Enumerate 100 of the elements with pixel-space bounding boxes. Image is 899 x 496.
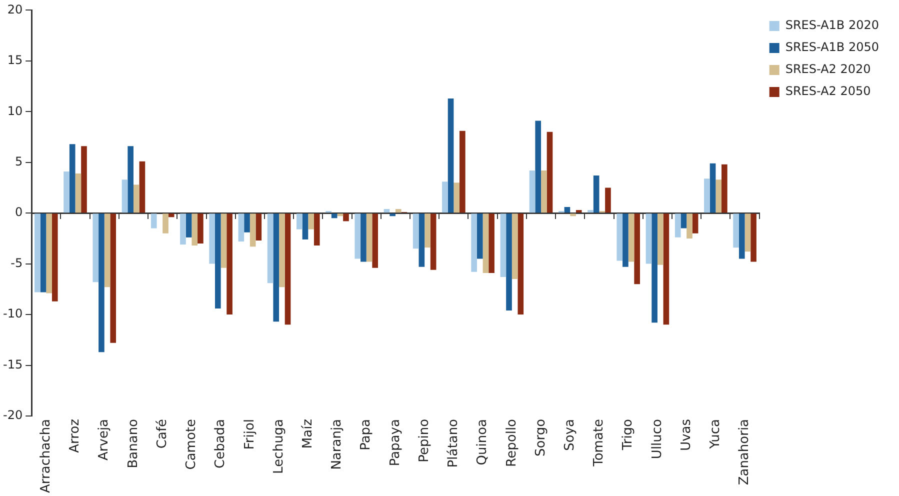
bar — [442, 182, 448, 213]
x-tick-label: Camote — [184, 418, 200, 470]
bar — [267, 214, 274, 284]
x-tick-label: Trigo — [620, 418, 636, 452]
x-tick-label: Yuca — [708, 418, 724, 450]
bar — [460, 130, 466, 213]
bar — [150, 214, 157, 228]
y-tick-label: -20 — [2, 408, 23, 422]
bar — [238, 214, 244, 242]
bar — [634, 214, 640, 284]
x-tick-label: Naranja — [330, 418, 345, 470]
bar — [605, 188, 611, 213]
bar — [471, 214, 477, 272]
bar — [162, 214, 168, 234]
y-tick-label: -5 — [10, 256, 23, 270]
x-tick-label: Lechuga — [271, 418, 286, 474]
bar — [744, 214, 751, 252]
bar — [628, 214, 634, 262]
y-tick-label: 15 — [7, 53, 23, 68]
bar — [722, 164, 728, 213]
bar — [395, 209, 402, 213]
bar — [75, 174, 82, 213]
x-tick-label: Frijol — [242, 418, 258, 450]
bar — [546, 132, 553, 213]
x-tick-label: Quinoa — [475, 418, 490, 466]
bar — [710, 163, 716, 213]
bar — [308, 214, 314, 230]
bar — [482, 214, 489, 273]
bar — [133, 184, 140, 213]
legend-label: SRES-A1B 2020 — [785, 18, 880, 32]
bar — [412, 214, 419, 249]
bar — [588, 210, 594, 213]
y-tick-label: 5 — [14, 154, 23, 168]
bar — [209, 214, 215, 264]
x-tick-label: Arroz — [68, 418, 83, 453]
bar — [500, 214, 506, 277]
x-tick-label: Banano — [126, 418, 141, 468]
bar — [680, 214, 687, 228]
bar — [733, 214, 739, 248]
bar — [244, 214, 250, 232]
bar — [180, 214, 186, 245]
bar — [657, 214, 664, 265]
y-tick-label: 20 — [7, 2, 23, 16]
x-tick-label: Soya — [562, 418, 578, 451]
bar — [570, 214, 576, 216]
x-tick-label: Papa — [358, 418, 374, 450]
bar — [616, 214, 623, 261]
bar — [40, 214, 46, 292]
bar — [214, 214, 221, 308]
x-tick-label: Sorgo — [533, 418, 548, 457]
x-tick-label: Plátano — [446, 418, 462, 468]
bar — [226, 214, 232, 315]
bar — [366, 214, 372, 262]
legend-label: SRES-A2 2020 — [785, 62, 871, 76]
bar — [576, 210, 582, 213]
bar — [296, 214, 302, 230]
bar — [593, 176, 600, 213]
bar — [738, 214, 745, 259]
bar — [454, 182, 460, 213]
bar — [512, 214, 518, 280]
bar — [750, 214, 756, 262]
bar — [343, 214, 349, 222]
bar — [34, 214, 40, 292]
bar — [716, 180, 722, 213]
y-tick-label: -15 — [2, 357, 23, 372]
bar — [284, 214, 291, 325]
bar — [535, 120, 542, 213]
legend-label: SRES-A1B 2050 — [785, 40, 880, 54]
bar — [302, 214, 308, 240]
bar — [168, 214, 174, 218]
bar — [128, 146, 134, 213]
bar — [686, 214, 692, 238]
bar — [279, 214, 285, 288]
bar — [273, 214, 280, 322]
bar — [139, 161, 146, 213]
bar — [692, 214, 698, 234]
bar — [198, 214, 204, 244]
bar — [372, 214, 378, 268]
bar — [331, 214, 338, 218]
bar — [622, 214, 628, 267]
x-tick-label: Tomate — [592, 418, 607, 468]
bar — [256, 214, 262, 240]
bar — [46, 214, 52, 294]
bar — [192, 214, 198, 246]
bar — [186, 214, 192, 238]
bar — [541, 170, 547, 213]
bar — [337, 214, 344, 216]
bar — [390, 214, 396, 216]
legend-label: SRES-A2 2050 — [785, 84, 871, 98]
bar — [418, 214, 425, 267]
bar — [674, 214, 681, 238]
bar — [488, 214, 494, 273]
bar — [98, 214, 104, 352]
bar — [430, 214, 436, 270]
x-tick-label: Cebada — [213, 418, 228, 468]
bar — [69, 144, 76, 213]
x-tick-label: Repollo — [504, 418, 520, 467]
bar — [476, 214, 483, 259]
bar — [110, 214, 116, 343]
bar — [384, 209, 390, 213]
